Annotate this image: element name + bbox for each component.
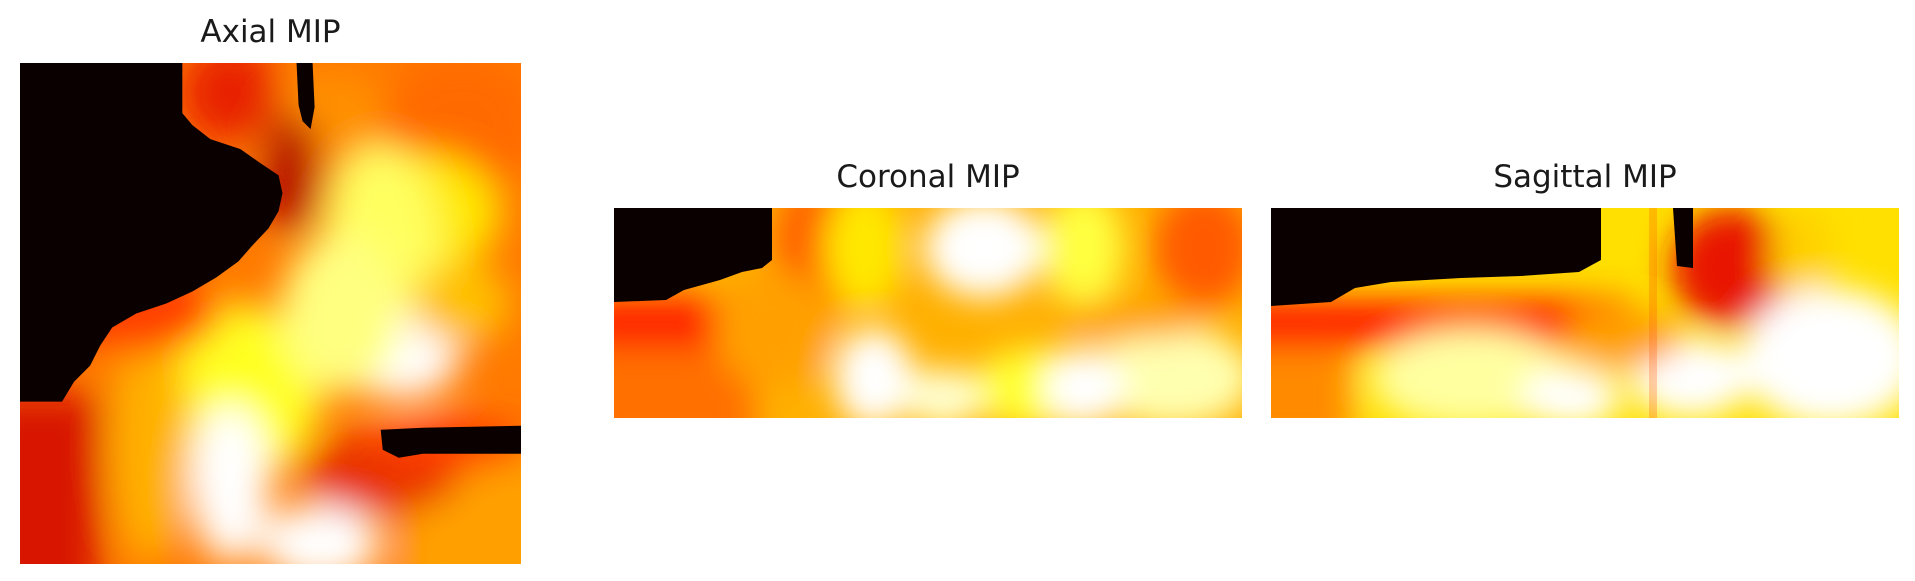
axial-title: Axial MIP xyxy=(200,14,341,50)
coronal-panel: Coronal MIP xyxy=(614,157,1242,418)
sagittal-title: Sagittal MIP xyxy=(1493,159,1677,195)
axial-mip-image xyxy=(20,63,521,564)
sagittal-mip-image xyxy=(1271,208,1899,418)
sagittal-panel: Sagittal MIP xyxy=(1271,157,1899,418)
axial-panel: Axial MIP xyxy=(20,12,521,569)
coronal-mip-image xyxy=(614,208,1242,418)
coronal-title: Coronal MIP xyxy=(836,159,1020,195)
